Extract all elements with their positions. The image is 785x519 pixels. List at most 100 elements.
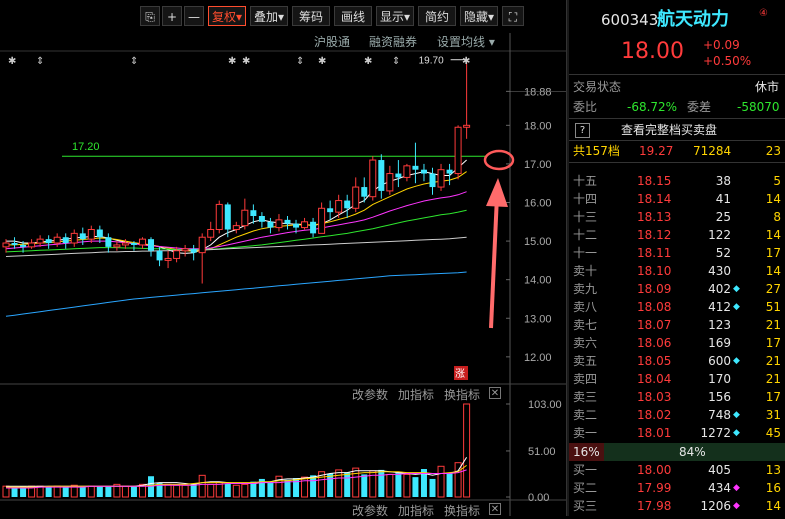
bid-level-price: 17.99 <box>637 481 672 495</box>
ask-level-label: 卖二 <box>573 408 598 422</box>
ask-level-volume: 41 <box>715 192 731 206</box>
bid-level-row[interactable]: 买一 18.00 405 13 <box>569 461 785 479</box>
ask-level-count: 17 <box>765 336 781 350</box>
bid-level-row[interactable]: 买二 17.99 434 ◆ 16 <box>569 479 785 497</box>
add-indicator-button[interactable]: 加指标 <box>398 388 435 402</box>
ask-level-row[interactable]: 十五 18.15 38 5 <box>569 172 785 190</box>
volume-bar <box>190 483 197 497</box>
ask-level-label: 卖六 <box>573 336 598 350</box>
zoom-out-button[interactable]: — <box>184 6 204 26</box>
edit-params-button[interactable]: 改参数 <box>352 388 389 402</box>
ask-level-row[interactable]: 卖十 18.10 430 14 <box>569 262 785 280</box>
candle-body <box>70 232 78 244</box>
candle-body <box>207 229 215 238</box>
weibi-row: 委比 -68.72% 委差 -58070 <box>569 98 785 116</box>
ask-level-row[interactable]: 十一 18.11 52 17 <box>569 244 785 262</box>
ask-level-volume: 402 <box>708 282 731 296</box>
ma-settings-dropdown[interactable]: 设置均线 ▾ <box>437 35 495 49</box>
ask-level-price: 18.06 <box>637 336 672 350</box>
ask-level-row[interactable]: 卖三 18.03 156 17 <box>569 388 785 406</box>
limit-up-label: 涨 <box>455 368 465 380</box>
ask-level-row[interactable]: 卖二 18.02 748 ◆ 31 <box>569 406 785 424</box>
volume-bar <box>301 476 309 498</box>
volume-bar <box>446 473 453 497</box>
ask-ratio: 84% <box>679 445 706 459</box>
candle-body <box>224 204 231 230</box>
volume-bar <box>412 477 419 497</box>
candle-body <box>352 186 360 209</box>
fullscreen-button[interactable]: ⛶ <box>502 6 524 26</box>
overlay-dropdown[interactable]: 叠加▾ <box>250 6 288 26</box>
ask-level-volume: 600 <box>708 354 731 368</box>
volume-bar <box>327 473 334 497</box>
margin-trading-link[interactable]: 融资融券 <box>369 35 418 49</box>
volume-bar <box>293 478 300 497</box>
ask-level-label: 十三 <box>573 210 598 224</box>
draw-line-button[interactable]: 画线 <box>334 6 372 26</box>
ask-level-price: 18.04 <box>637 372 672 386</box>
ask-level-row[interactable]: 卖九 18.09 402 ◆ 27 <box>569 280 785 298</box>
volume-bar <box>241 483 249 498</box>
ask-level-volume: 1272 <box>700 426 731 440</box>
switch-indicator-button-2[interactable]: 换指标 <box>444 504 481 518</box>
bid-ratio: 16% <box>573 445 600 459</box>
bid-level-volume: 1206 <box>700 499 731 513</box>
ask-level-label: 十四 <box>573 192 598 206</box>
full-book-row[interactable]: ? 查看完整档买卖盘 <box>569 121 785 139</box>
candle-body <box>437 169 445 188</box>
candle-body <box>87 229 95 240</box>
price-tick-label: 15.00 <box>524 236 552 248</box>
zoom-in-button[interactable]: + <box>162 6 182 26</box>
ask-level-row[interactable]: 卖五 18.05 600 ◆ 21 <box>569 352 785 370</box>
volume-bar <box>79 487 86 497</box>
ask-level-row[interactable]: 十三 18.13 25 8 <box>569 208 785 226</box>
support-label: 17.20 <box>72 141 100 153</box>
candle-body <box>275 219 283 229</box>
ma-line-5 <box>5 271 467 317</box>
bid-ask-ratio-row: 16% 84% <box>569 443 785 461</box>
bid-level-volume: 434 <box>708 481 731 495</box>
ask-level-row[interactable]: 十四 18.14 41 14 <box>569 190 785 208</box>
kline-chart[interactable]: 18.88 18.00 17.00 16.00 15.00 14.00 13.00 12.00… <box>0 0 566 516</box>
chips-button[interactable]: 筹码 <box>292 6 330 26</box>
candle-body <box>164 257 172 261</box>
notice-icon[interactable]: ④ <box>759 8 768 19</box>
ask-level-row[interactable]: 卖四 18.04 170 21 <box>569 370 785 388</box>
limit-up-badge <box>454 366 468 380</box>
fuquan-dropdown[interactable]: 复权▾ <box>208 6 246 26</box>
close-indicator-icon-2[interactable]: ✕ <box>489 503 501 515</box>
hide-dropdown[interactable]: 隐藏▾ <box>460 6 498 26</box>
volume-bar <box>386 473 394 498</box>
candle-body <box>463 124 471 128</box>
price-change: +0.09 <box>703 38 740 52</box>
event-marker-icon: ✱ <box>462 56 470 67</box>
volume-bar <box>198 474 206 498</box>
ask-level-row[interactable]: 卖一 18.01 1272 ◆ 45 <box>569 424 785 442</box>
total-price: 19.27 <box>639 144 674 158</box>
ask-level-row[interactable]: 卖六 18.06 169 17 <box>569 334 785 352</box>
bid-level-row[interactable]: 买三 17.98 1206 ◆ 14 <box>569 497 785 515</box>
volume-bar <box>164 483 172 498</box>
full-book-link[interactable]: 查看完整档买卖盘 <box>621 123 718 137</box>
panel-divider[interactable] <box>566 0 569 516</box>
ask-level-row[interactable]: 卖七 18.07 123 21 <box>569 316 785 334</box>
hk-connect-link[interactable]: 沪股通 <box>314 35 351 49</box>
help-icon[interactable]: ? <box>575 123 590 138</box>
indicator-bar-1: 改参数 加指标 换指标 ✕ <box>0 386 510 402</box>
event-marker-icon: ✱ <box>318 56 326 67</box>
volume-bar <box>250 481 257 497</box>
ask-level-row[interactable]: 十二 18.12 122 14 <box>569 226 785 244</box>
restore-button[interactable]: ⎘ <box>140 6 160 26</box>
volume-bar <box>224 483 231 497</box>
switch-indicator-button[interactable]: 换指标 <box>444 388 481 402</box>
edit-params-button-2[interactable]: 改参数 <box>352 504 389 518</box>
ask-level-row[interactable]: 卖八 18.08 412 ◆ 51 <box>569 298 785 316</box>
ask-level-price: 18.11 <box>637 246 672 260</box>
close-indicator-icon[interactable]: ✕ <box>489 387 501 399</box>
add-indicator-button-2[interactable]: 加指标 <box>398 504 435 518</box>
simple-button[interactable]: 简约 <box>418 6 456 26</box>
ask-level-price: 18.15 <box>637 174 672 188</box>
candle-body <box>241 209 249 227</box>
display-dropdown[interactable]: 显示▾ <box>376 6 414 26</box>
candle-body <box>267 221 274 228</box>
